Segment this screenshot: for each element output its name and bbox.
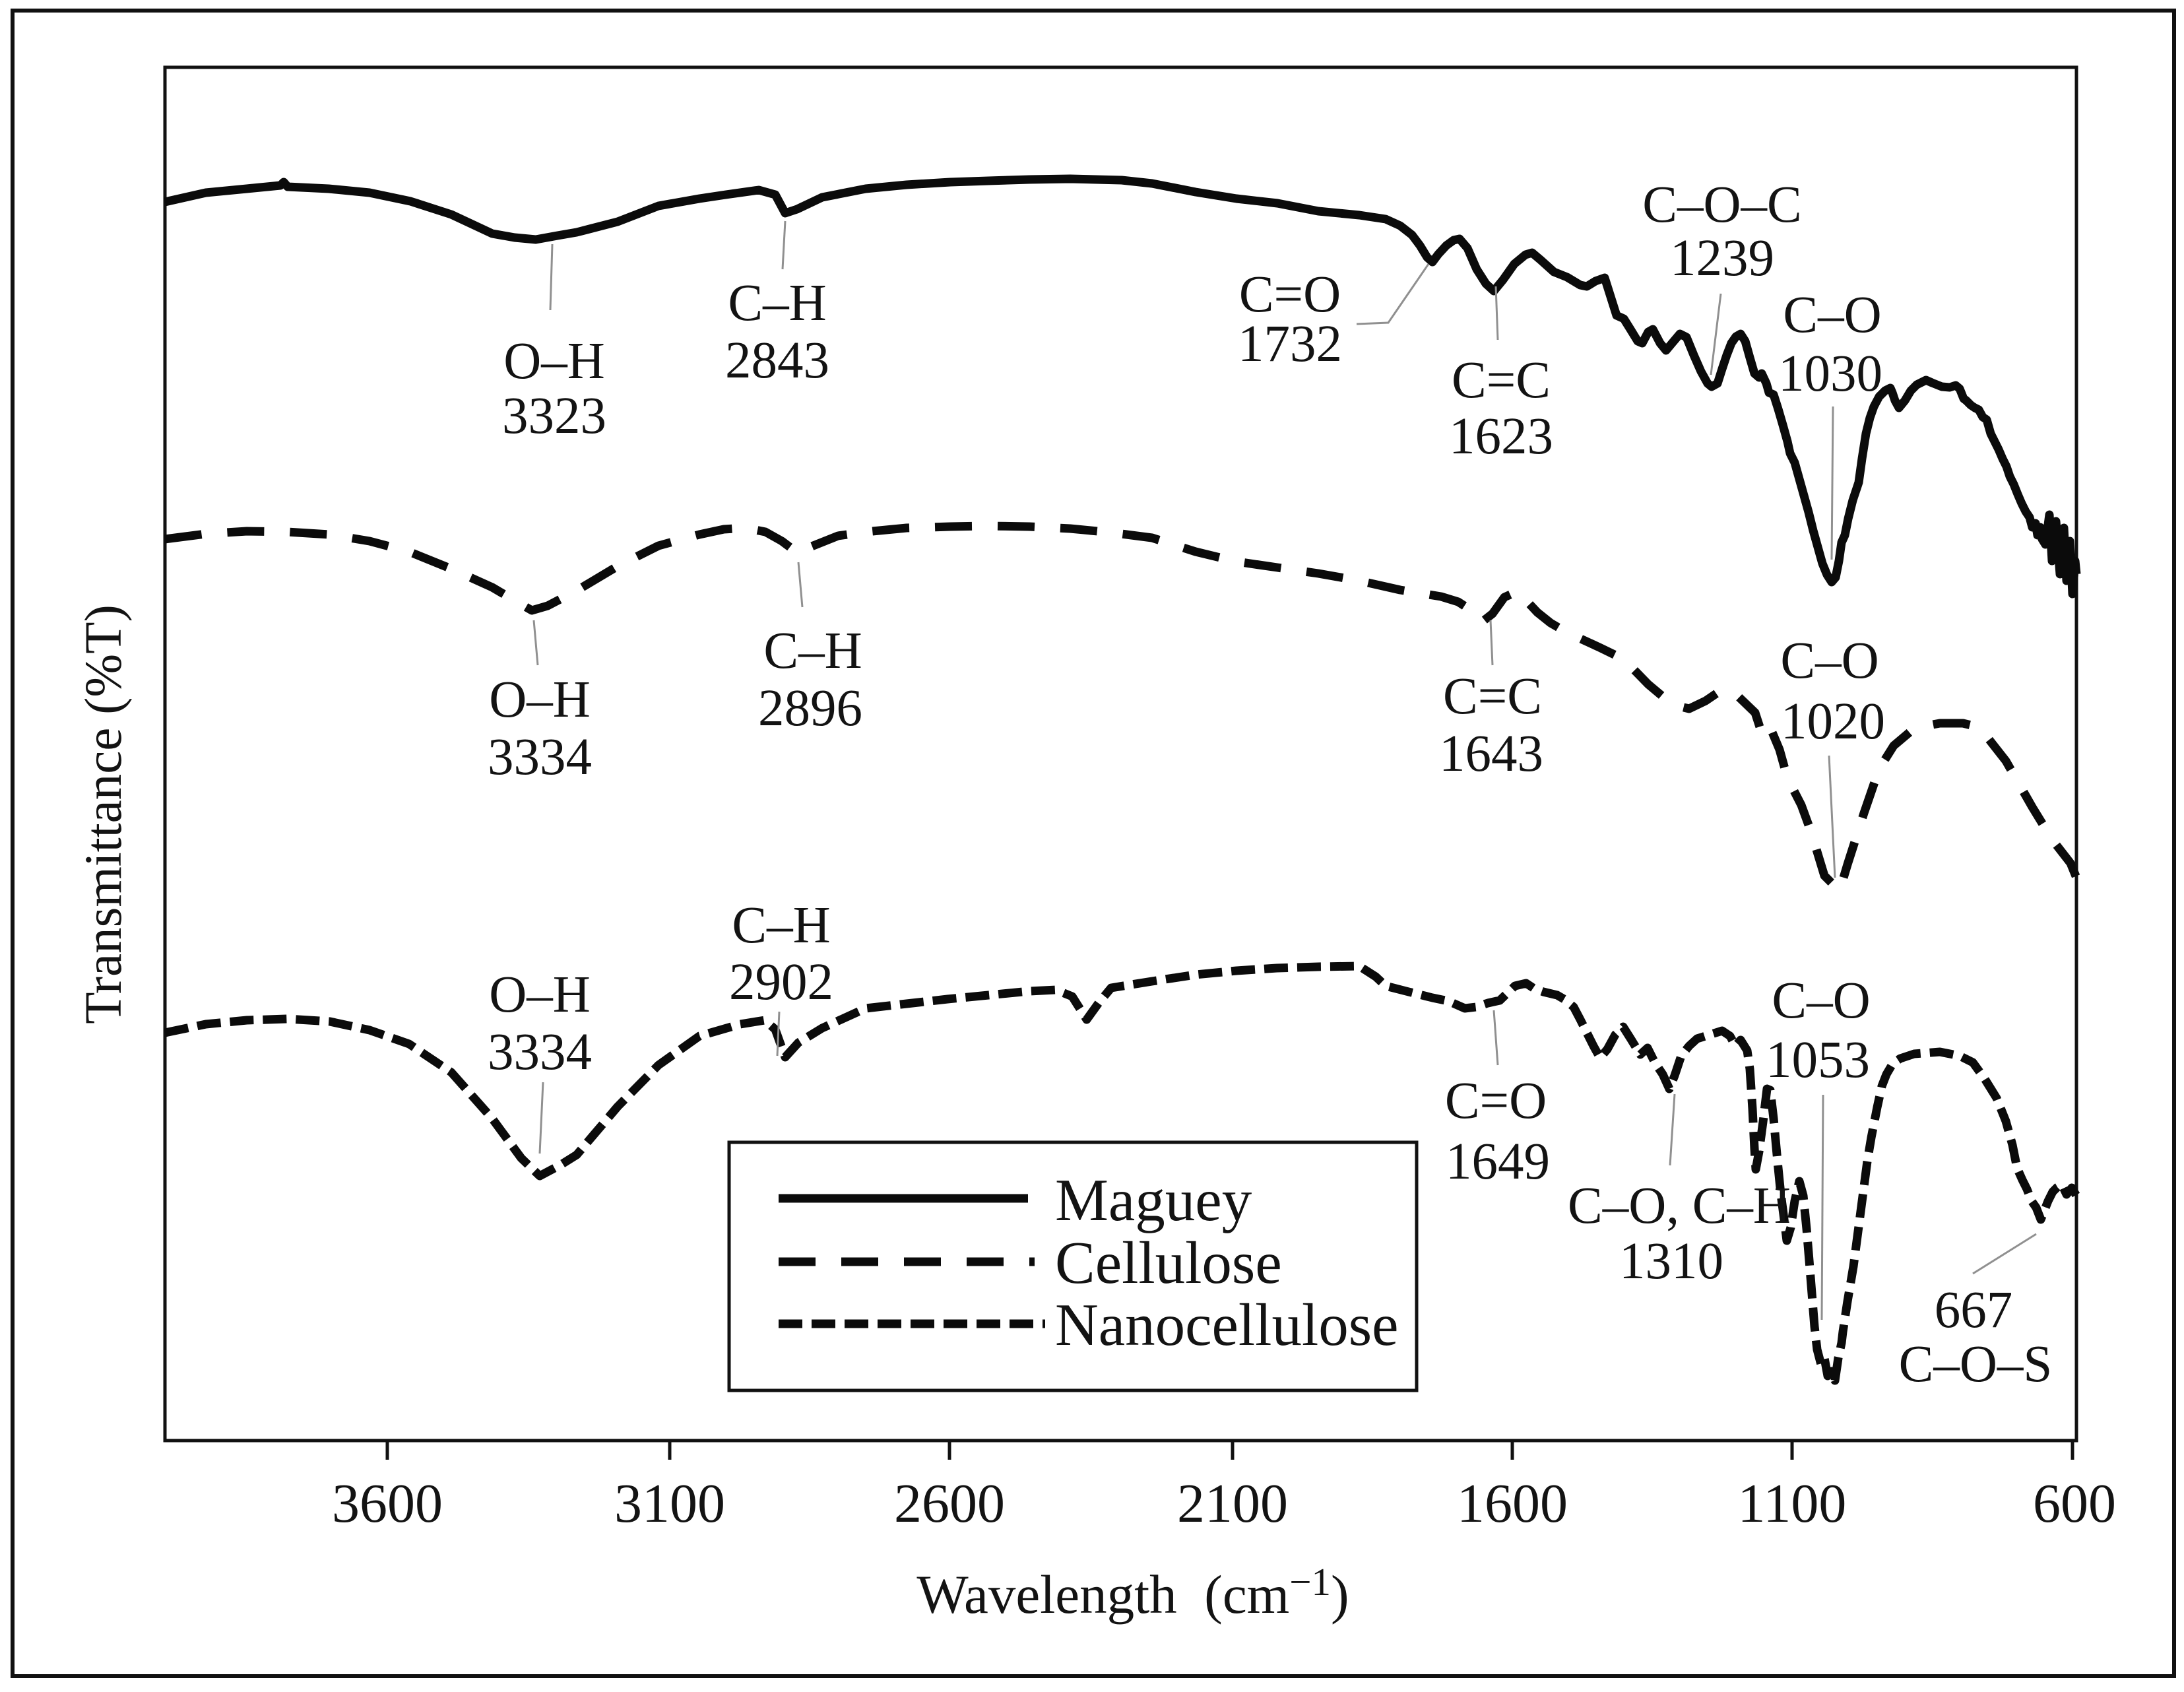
svg-text:600: 600 xyxy=(2033,1473,2116,1534)
svg-text:O–H: O–H xyxy=(503,333,605,390)
svg-text:3334: 3334 xyxy=(488,729,592,786)
svg-text:2600: 2600 xyxy=(894,1473,1005,1534)
svg-text:1623: 1623 xyxy=(1449,408,1553,465)
svg-text:C=C: C=C xyxy=(1443,668,1542,725)
svg-text:C–O, C–H: C–O, C–H xyxy=(1568,1177,1791,1235)
svg-text:2843: 2843 xyxy=(725,332,829,389)
svg-text:667: 667 xyxy=(1935,1282,2013,1339)
svg-text:2100: 2100 xyxy=(1177,1473,1288,1534)
svg-text:1030: 1030 xyxy=(1778,345,1882,403)
svg-text:Nanocellulose: Nanocellulose xyxy=(1055,1291,1399,1358)
svg-text:3100: 3100 xyxy=(614,1473,725,1534)
svg-text:C=O: C=O xyxy=(1445,1072,1547,1130)
svg-text:1100: 1100 xyxy=(1738,1473,1847,1534)
svg-text:C–O: C–O xyxy=(1780,632,1879,690)
svg-text:C–H: C–H xyxy=(728,275,826,332)
svg-text:1649: 1649 xyxy=(1446,1133,1550,1190)
svg-text:1053: 1053 xyxy=(1766,1031,1870,1089)
svg-text:C–O: C–O xyxy=(1783,286,1881,344)
svg-text:3323: 3323 xyxy=(502,387,606,445)
svg-text:3600: 3600 xyxy=(332,1473,443,1534)
svg-text:O–H: O–H xyxy=(489,966,591,1024)
svg-text:Wavelength (cm−1): Wavelength (cm−1) xyxy=(916,1560,1349,1625)
svg-text:2902: 2902 xyxy=(729,954,833,1011)
svg-text:1310: 1310 xyxy=(1619,1233,1723,1290)
svg-text:Transmittance (%T): Transmittance (%T) xyxy=(75,604,133,1024)
svg-text:1239: 1239 xyxy=(1670,230,1774,287)
svg-text:C–H: C–H xyxy=(732,897,830,954)
svg-text:C=O: C=O xyxy=(1239,266,1341,323)
svg-text:1020: 1020 xyxy=(1781,693,1885,750)
svg-text:C–O: C–O xyxy=(1772,972,1870,1029)
svg-text:C–H: C–H xyxy=(763,622,862,680)
svg-text:3334: 3334 xyxy=(488,1024,592,1081)
svg-text:O–H: O–H xyxy=(489,671,591,729)
svg-text:1600: 1600 xyxy=(1457,1473,1568,1534)
svg-text:Cellulose: Cellulose xyxy=(1055,1229,1282,1296)
svg-text:C=C: C=C xyxy=(1452,352,1551,409)
svg-text:Maguey: Maguey xyxy=(1055,1167,1252,1233)
svg-text:2896: 2896 xyxy=(758,680,862,737)
svg-text:C–O–S: C–O–S xyxy=(1899,1336,2053,1393)
svg-text:1732: 1732 xyxy=(1238,315,1342,373)
svg-text:1643: 1643 xyxy=(1439,725,1543,783)
svg-text:C–O–C: C–O–C xyxy=(1642,176,1801,234)
